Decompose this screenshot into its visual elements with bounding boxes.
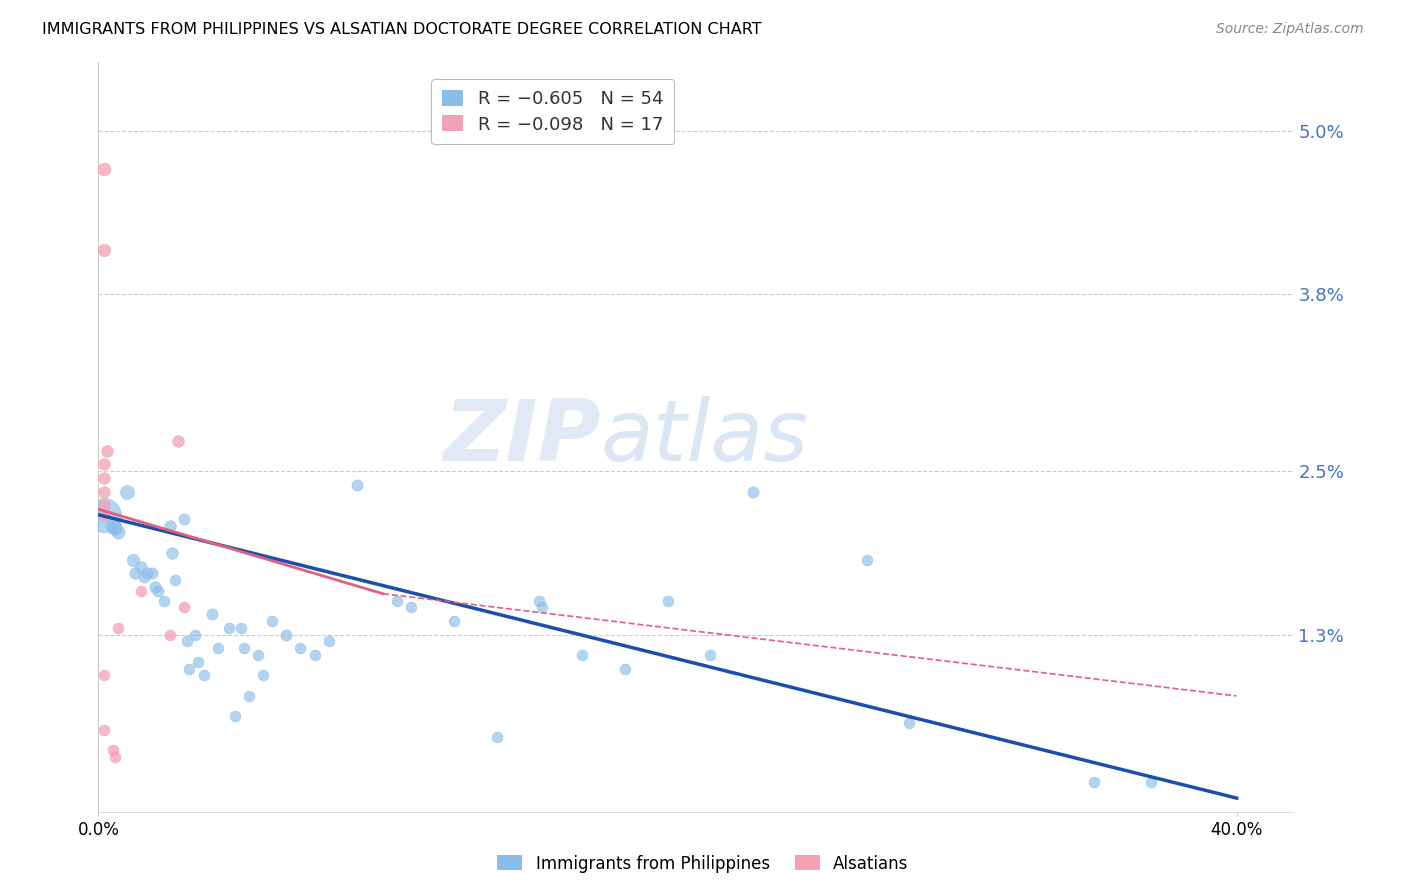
Point: [1083, 774, 1105, 789]
Legend: Immigrants from Philippines, Alsatians: Immigrants from Philippines, Alsatians: [491, 848, 915, 880]
Point: [159, 518, 181, 533]
Point: [101, 518, 124, 533]
Point: [148, 584, 170, 599]
Point: [385, 593, 409, 607]
Point: [290, 641, 312, 656]
Point: [173, 600, 195, 615]
Point: [401, 600, 423, 615]
Point: [238, 689, 260, 703]
Point: [176, 634, 198, 648]
Point: [132, 570, 155, 584]
Legend: R = −0.605   N = 54, R = −0.098   N = 17: R = −0.605 N = 54, R = −0.098 N = 17: [430, 79, 675, 145]
Point: [93, 668, 115, 682]
Point: [107, 525, 129, 540]
Point: [207, 641, 229, 656]
Point: [229, 621, 252, 635]
Point: [159, 627, 181, 641]
Point: [193, 668, 215, 682]
Point: [129, 559, 152, 574]
Point: [224, 709, 246, 723]
Point: [1140, 774, 1163, 789]
Point: [485, 730, 508, 744]
Point: [93, 498, 115, 512]
Point: [115, 484, 138, 499]
Point: [93, 458, 115, 472]
Point: [260, 614, 283, 628]
Point: [107, 621, 129, 635]
Point: [93, 484, 115, 499]
Point: [613, 662, 636, 676]
Point: [121, 552, 143, 566]
Point: [141, 566, 163, 581]
Point: [93, 161, 115, 176]
Point: [167, 434, 190, 449]
Point: [93, 508, 115, 522]
Point: [129, 584, 152, 599]
Point: [531, 600, 554, 615]
Point: [104, 750, 127, 764]
Point: [218, 621, 240, 635]
Point: [165, 573, 187, 587]
Point: [93, 471, 115, 485]
Point: [855, 552, 877, 566]
Point: [173, 512, 195, 526]
Point: [124, 566, 146, 581]
Point: [699, 648, 721, 662]
Text: Source: ZipAtlas.com: Source: ZipAtlas.com: [1216, 22, 1364, 37]
Point: [179, 662, 201, 676]
Point: [232, 641, 254, 656]
Point: [101, 743, 124, 757]
Point: [443, 614, 465, 628]
Point: [304, 648, 326, 662]
Point: [741, 484, 763, 499]
Point: [96, 443, 118, 458]
Point: [276, 627, 298, 641]
Point: [93, 508, 115, 522]
Point: [93, 723, 115, 737]
Point: [184, 627, 207, 641]
Point: [346, 477, 368, 491]
Point: [143, 580, 166, 594]
Point: [318, 634, 340, 648]
Text: ZIP: ZIP: [443, 395, 600, 479]
Text: atlas: atlas: [600, 395, 808, 479]
Point: [529, 593, 551, 607]
Point: [104, 521, 127, 535]
Point: [187, 655, 209, 669]
Point: [162, 546, 184, 560]
Point: [898, 716, 921, 731]
Text: IMMIGRANTS FROM PHILIPPINES VS ALSATIAN DOCTORATE DEGREE CORRELATION CHART: IMMIGRANTS FROM PHILIPPINES VS ALSATIAN …: [42, 22, 762, 37]
Point: [252, 668, 274, 682]
Point: [153, 593, 176, 607]
Point: [135, 566, 157, 581]
Point: [201, 607, 224, 622]
Point: [93, 244, 115, 258]
Point: [571, 648, 593, 662]
Point: [657, 593, 679, 607]
Point: [246, 648, 269, 662]
